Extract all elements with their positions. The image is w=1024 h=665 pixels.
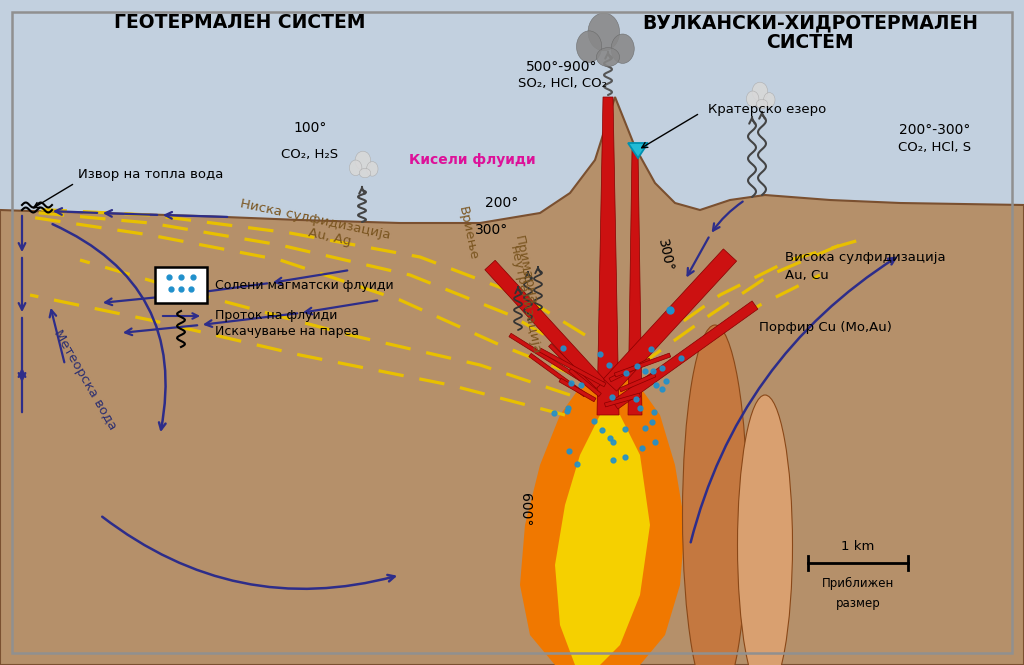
- Text: 1 km: 1 km: [842, 541, 874, 553]
- Polygon shape: [628, 150, 642, 415]
- Text: Кисели флуиди: Кисели флуиди: [409, 153, 536, 167]
- Text: СИСТЕМ: СИСТЕМ: [766, 33, 854, 53]
- Ellipse shape: [683, 325, 748, 665]
- Text: Проток на флуиди: Проток на флуиди: [215, 309, 337, 323]
- Ellipse shape: [577, 31, 602, 63]
- Text: Висока сулфидизација: Висока сулфидизација: [785, 251, 945, 263]
- Text: неутрализација: неутрализација: [507, 244, 543, 356]
- Text: 500°-900°: 500°-900°: [526, 60, 598, 74]
- Text: ВУЛКАНСКИ-ХИДРОТЕРМАЛЕН: ВУЛКАНСКИ-ХИДРОТЕРМАЛЕН: [642, 13, 978, 33]
- Text: SO₂, HCl, CO₂: SO₂, HCl, CO₂: [517, 76, 606, 90]
- Text: Приближен: Приближен: [822, 577, 894, 590]
- Text: Au, Ag: Au, Ag: [307, 226, 352, 248]
- Text: CO₂, H₂S: CO₂, H₂S: [282, 148, 339, 161]
- Ellipse shape: [367, 162, 378, 176]
- Polygon shape: [0, 97, 1024, 665]
- Ellipse shape: [349, 160, 361, 176]
- Text: ГЕОТЕРМАЛЕН СИСТЕМ: ГЕОТЕРМАЛЕН СИСТЕМ: [115, 13, 366, 33]
- Text: Порфир Cu (Mo,Au): Порфир Cu (Mo,Au): [759, 321, 892, 334]
- Polygon shape: [509, 333, 591, 386]
- Ellipse shape: [588, 13, 620, 51]
- Text: 100°: 100°: [293, 121, 327, 135]
- Text: 300°: 300°: [654, 237, 675, 273]
- Ellipse shape: [359, 168, 371, 178]
- Ellipse shape: [596, 48, 620, 66]
- Ellipse shape: [757, 99, 768, 108]
- Text: Ниска сулфидизација: Ниска сулфидизација: [239, 198, 391, 242]
- Polygon shape: [539, 348, 606, 387]
- Text: размер: размер: [836, 597, 881, 610]
- Ellipse shape: [355, 151, 371, 170]
- Polygon shape: [597, 97, 618, 415]
- Polygon shape: [614, 353, 671, 377]
- Ellipse shape: [737, 395, 793, 665]
- Polygon shape: [520, 365, 685, 665]
- Text: CO₂, HCl, S: CO₂, HCl, S: [898, 140, 972, 154]
- Polygon shape: [620, 373, 655, 392]
- Text: Вриење: Вриење: [456, 205, 480, 261]
- Text: Примарна: Примарна: [511, 234, 539, 306]
- Text: Метеорска вода: Метеорска вода: [51, 328, 119, 432]
- Polygon shape: [603, 249, 736, 391]
- Polygon shape: [555, 415, 650, 665]
- Polygon shape: [484, 260, 605, 390]
- Ellipse shape: [611, 34, 634, 63]
- Bar: [155, 267, 207, 303]
- Polygon shape: [559, 378, 596, 402]
- Text: Искачување на пареа: Искачување на пареа: [215, 325, 359, 338]
- Text: 200°: 200°: [485, 196, 518, 210]
- Text: 200°-300°: 200°-300°: [899, 123, 971, 137]
- Polygon shape: [604, 393, 641, 407]
- Text: Кратерско езеро: Кратерско езеро: [708, 104, 826, 116]
- Polygon shape: [549, 344, 596, 392]
- Polygon shape: [628, 143, 648, 158]
- Polygon shape: [612, 301, 758, 409]
- Polygon shape: [609, 358, 651, 382]
- Text: Извор на топла вода: Извор на топла вода: [78, 168, 223, 182]
- Ellipse shape: [746, 91, 759, 106]
- Ellipse shape: [752, 82, 768, 101]
- Ellipse shape: [764, 92, 775, 107]
- Text: 300°: 300°: [475, 223, 509, 237]
- Polygon shape: [568, 368, 601, 396]
- Text: Au, Cu: Au, Cu: [785, 269, 828, 281]
- Text: Солени магматски флуиди: Солени магматски флуиди: [215, 279, 393, 291]
- Polygon shape: [528, 353, 586, 396]
- Text: 600°: 600°: [518, 493, 532, 527]
